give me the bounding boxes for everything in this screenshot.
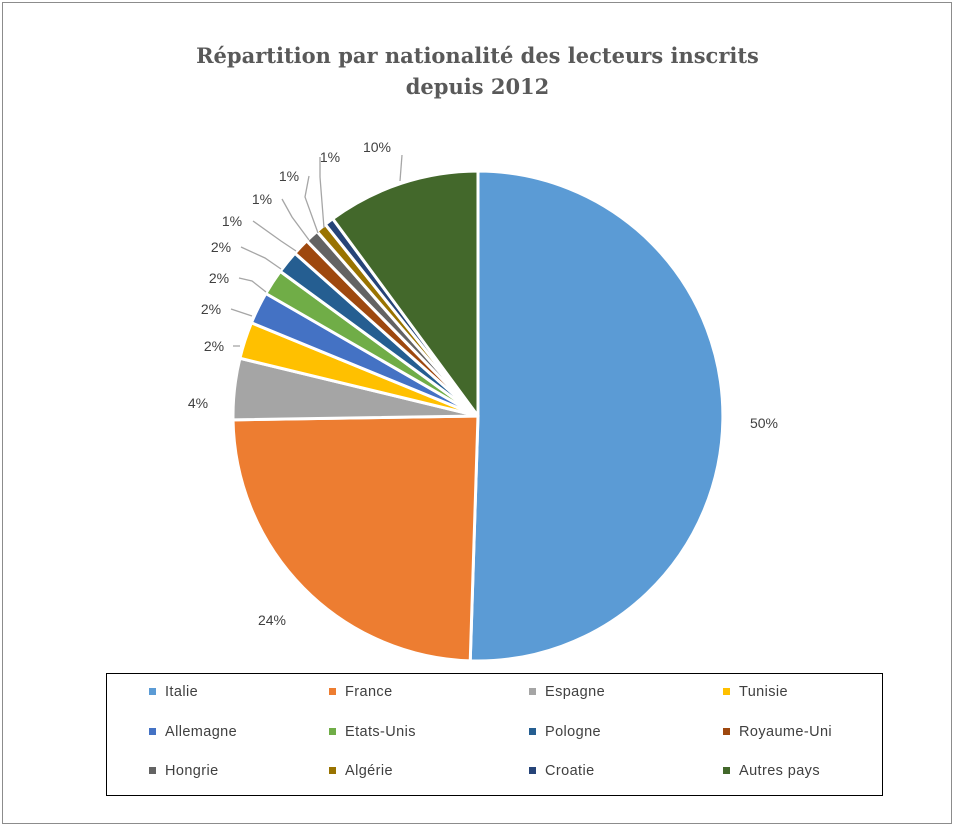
leader-line [319,157,325,229]
legend-item: Tunisie [723,682,788,702]
legend-label: Pologne [545,724,602,740]
data-label: 50% [750,415,778,431]
chart-title-line-1: Répartition par nationalité des lecteurs… [196,43,759,68]
leader-line [281,198,310,241]
data-label: 2% [204,338,224,354]
legend-item: Espagne [529,682,605,702]
legend-label: Hongrie [165,763,219,779]
data-label: 1% [320,149,340,165]
legend-swatch [723,688,730,695]
chart-title-line-2: depuis 2012 [405,74,550,99]
data-label: 2% [211,239,231,255]
legend-label: Tunisie [739,684,789,700]
legend-swatch [149,767,156,774]
data-label: 1% [222,213,242,229]
legend-swatch [149,728,156,735]
legend: Italie France Espagne Tunisie Allemagne Etats… [106,673,883,796]
legend-item: Autres pays [723,761,820,781]
legend-label: Allemagne [165,724,238,740]
legend-item: Italie [149,682,198,702]
legend-label: Royaume-Uni [739,724,833,740]
leader-line [238,277,267,293]
data-label: 4% [188,395,208,411]
legend-label: Italie [165,684,199,700]
legend-swatch [329,767,336,774]
legend-item: Hongrie [149,761,219,781]
pie-slice-italie [468,169,725,663]
legend-label: Algérie [345,763,393,779]
legend-label: Autres pays [739,763,820,779]
legend-item: Algérie [329,761,393,781]
legend-item: Royaume-Uni [723,722,832,742]
legend-swatch [329,728,336,735]
data-label: 1% [252,191,272,207]
legend-item: Allemagne [149,722,237,742]
legend-swatch [529,767,536,774]
legend-swatch [149,688,156,695]
chart-title: Répartition par nationalité des lecteurs… [0,40,955,102]
leader-line [399,154,403,182]
legend-swatch [329,688,336,695]
legend-swatch [529,728,536,735]
data-label: 1% [279,168,299,184]
data-label: 24% [258,612,286,628]
pie-slice-france [231,414,480,663]
legend-label: Espagne [545,684,606,700]
leader-line [252,220,297,252]
legend-label: Etats-Unis [345,724,416,740]
legend-label: France [345,684,393,700]
legend-swatch [723,767,730,774]
pie-slice-autres-pays [331,169,480,418]
legend-item: Etats-Unis [329,722,416,742]
legend-swatch [529,688,536,695]
data-label: 2% [201,301,221,317]
legend-item: Pologne [529,722,601,742]
legend-item: France [329,682,393,702]
legend-swatch [723,728,730,735]
data-label: 2% [209,270,229,286]
leader-line [230,308,253,317]
leader-line [304,175,319,234]
legend-item: Croatie [529,761,595,781]
data-label: 10% [363,139,391,155]
legend-label: Croatie [545,763,595,779]
leader-line [240,246,282,270]
